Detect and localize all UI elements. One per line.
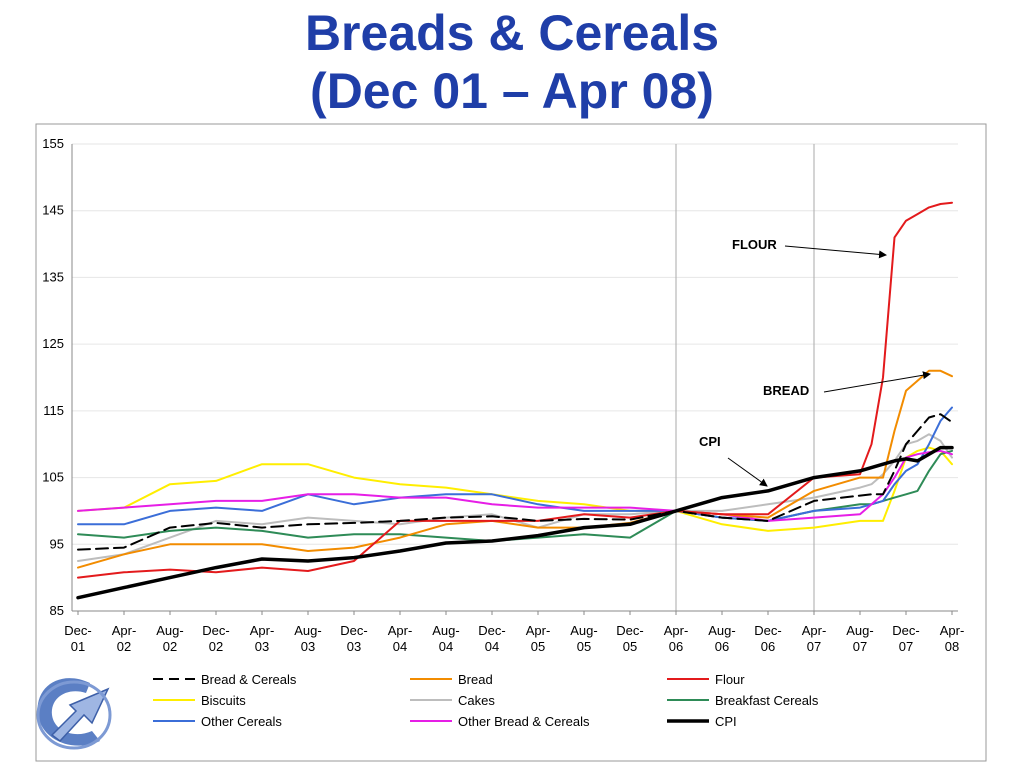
annotations: FLOUR BREAD CPI (699, 237, 931, 487)
legend-label: Bread (458, 672, 493, 687)
legend-label: Other Cereals (201, 714, 282, 729)
y-tick-label: 115 (43, 403, 64, 418)
slide-title: Breads & Cereals (Dec 01 – Apr 08) (0, 4, 1024, 120)
legend-label: Breakfast Cereals (715, 693, 819, 708)
x-tick-label: Aug-04 (432, 623, 459, 654)
annotation-arrow-cpi (727, 457, 768, 487)
y-tick-label: 85 (50, 603, 64, 618)
annotation-label-cpi: CPI (699, 434, 721, 449)
x-tick-label: Aug-02 (156, 623, 183, 654)
x-tick-label: Dec-04 (478, 623, 505, 654)
x-tick-label: Dec-02 (202, 623, 229, 654)
annotation-label-flour: FLOUR (732, 237, 777, 252)
slide-title-line-1: Breads & Cereals (304, 5, 720, 61)
legend-label: Biscuits (201, 693, 246, 708)
y-tick-label: 155 (42, 136, 64, 151)
annotation-arrow-bread (823, 371, 931, 393)
x-tick-label: Aug-03 (294, 623, 321, 654)
series-line-cpi (76, 445, 954, 600)
y-tick-label: 95 (50, 536, 64, 551)
series-lines (76, 201, 954, 600)
x-tick-label: Apr-06 (664, 623, 689, 654)
x-tick-label: Aug-06 (708, 623, 735, 654)
x-tick-label: Apr-03 (250, 623, 275, 654)
series-line-bread-cereals (77, 413, 953, 551)
chart-area-frame (35, 123, 987, 762)
x-tick-label: Dec-07 (892, 623, 919, 654)
x-tick-label: Dec-06 (754, 623, 781, 654)
series-line-other-cereals (77, 406, 953, 526)
y-tick-label: 125 (42, 336, 64, 351)
y-tick-label: 105 (42, 470, 64, 485)
annotation-label-bread: BREAD (763, 383, 809, 398)
x-tick-label: Apr-04 (388, 623, 413, 654)
axes: 85 95 105 115 125 135 145 155 Dec-01 Apr-02 Aug-02… (42, 136, 964, 654)
x-tick-label: Aug-07 (846, 623, 873, 654)
legend-label: Flour (715, 672, 745, 687)
x-tick-label: Apr-02 (112, 623, 137, 654)
slide-title-line-2: (Dec 01 – Apr 08) (310, 63, 714, 119)
legend-label: Cakes (458, 693, 495, 708)
annotation-arrow-flour (784, 245, 887, 259)
x-tick-label: Dec-05 (616, 623, 643, 654)
x-tick-label: Aug-05 (570, 623, 597, 654)
x-tick-label: Dec-03 (340, 623, 367, 654)
y-tick-label: 135 (42, 269, 64, 284)
legend-label: Bread & Cereals (201, 672, 297, 687)
y-tick-label: 145 (42, 203, 64, 218)
logo-icon (36, 678, 112, 750)
legend: Bread & Cereals Bread Flour Biscuits Cakes Br… (153, 672, 819, 729)
legend-label: CPI (715, 714, 737, 729)
x-tick-label: Dec-01 (64, 623, 91, 654)
series-line-breakfast-cereals (77, 449, 953, 542)
x-tick-label: Apr-05 (526, 623, 551, 654)
x-tick-label: Apr-07 (802, 623, 827, 654)
x-tick-label: Apr-08 (940, 623, 965, 654)
legend-label: Other Bread & Cereals (458, 714, 590, 729)
